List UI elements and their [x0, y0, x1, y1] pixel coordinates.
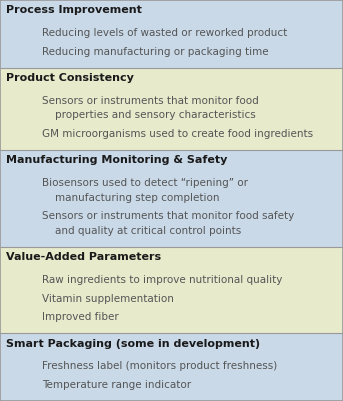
Text: Temperature range indicator: Temperature range indicator: [42, 380, 191, 390]
Text: Value-Added Parameters: Value-Added Parameters: [6, 252, 161, 262]
Text: Sensors or instruments that monitor food: Sensors or instruments that monitor food: [42, 96, 259, 106]
Text: Smart Packaging (some in development): Smart Packaging (some in development): [6, 338, 260, 348]
Text: Product Consistency: Product Consistency: [6, 73, 134, 83]
Text: Manufacturing Monitoring & Safety: Manufacturing Monitoring & Safety: [6, 155, 227, 165]
Bar: [0, 0, 343, 68]
Text: Improved fiber: Improved fiber: [42, 312, 119, 322]
Text: and quality at critical control points: and quality at critical control points: [42, 226, 241, 236]
Text: Raw ingredients to improve nutritional quality: Raw ingredients to improve nutritional q…: [42, 275, 282, 285]
Text: Reducing levels of wasted or reworked product: Reducing levels of wasted or reworked pr…: [42, 28, 287, 38]
Text: properties and sensory characteristics: properties and sensory characteristics: [42, 110, 256, 120]
Text: Vitamin supplementation: Vitamin supplementation: [42, 294, 174, 304]
Text: Process Improvement: Process Improvement: [6, 5, 142, 15]
Text: Reducing manufacturing or packaging time: Reducing manufacturing or packaging time: [42, 47, 269, 57]
Text: Freshness label (monitors product freshness): Freshness label (monitors product freshn…: [42, 361, 277, 371]
Bar: [0, 247, 343, 333]
Text: Biosensors used to detect “ripening” or: Biosensors used to detect “ripening” or: [42, 178, 248, 188]
Bar: [0, 333, 343, 401]
Text: Sensors or instruments that monitor food safety: Sensors or instruments that monitor food…: [42, 211, 294, 221]
Text: manufacturing step completion: manufacturing step completion: [42, 193, 220, 203]
Text: GM microorganisms used to create food ingredients: GM microorganisms used to create food in…: [42, 129, 313, 139]
Bar: [0, 150, 343, 247]
Bar: [0, 68, 343, 150]
